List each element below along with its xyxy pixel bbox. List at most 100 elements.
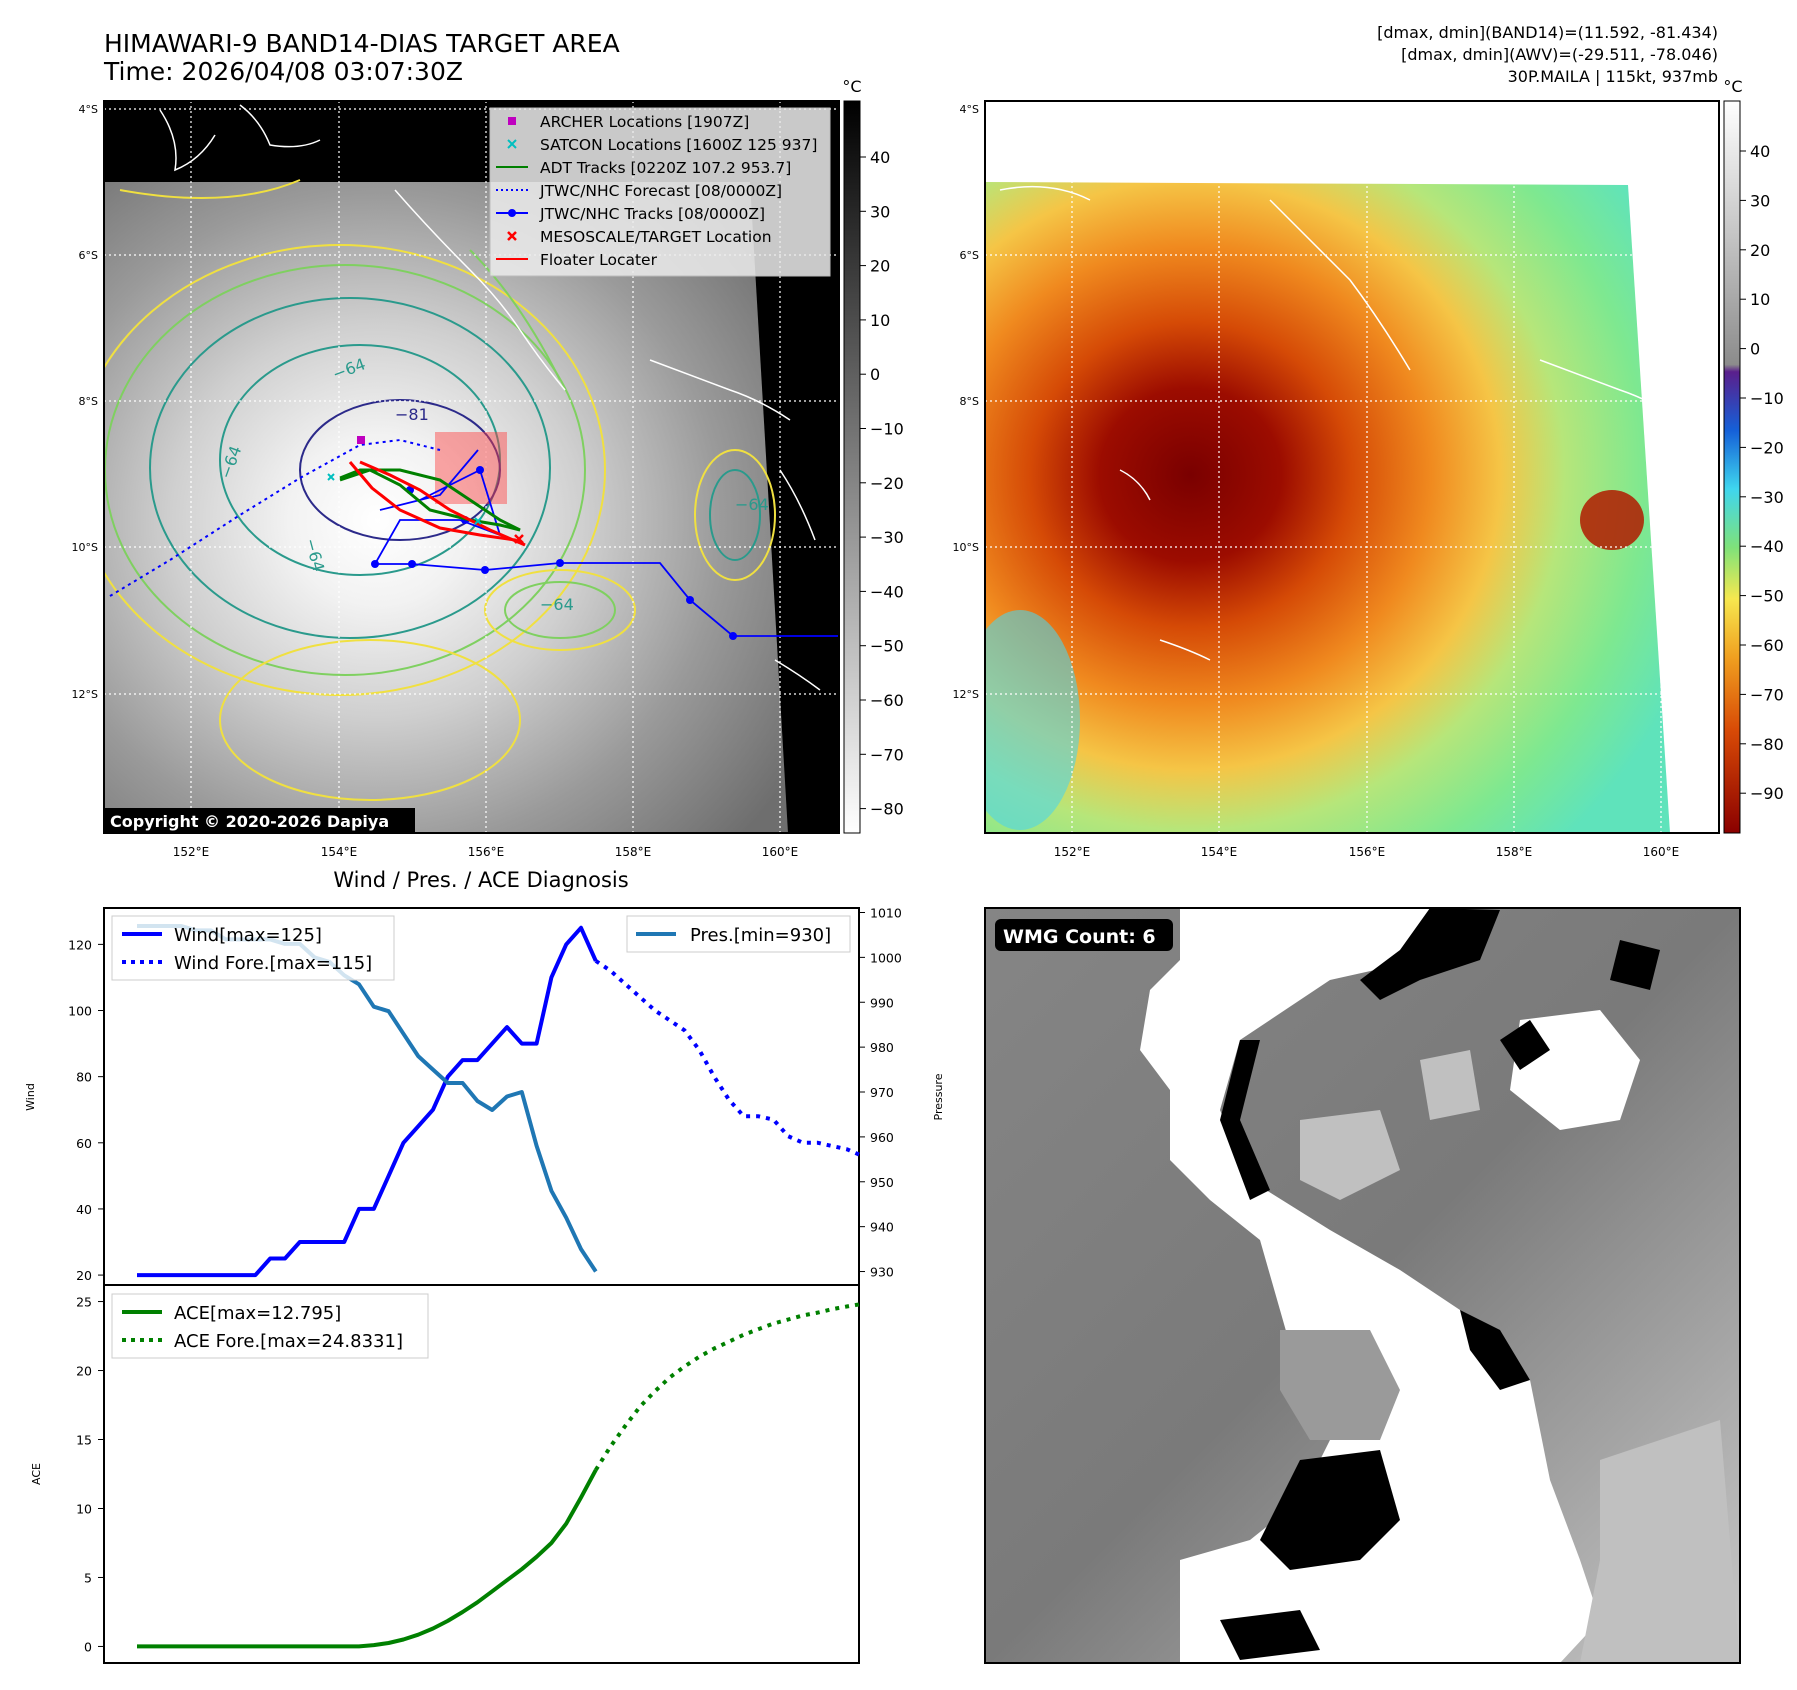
ir-map-frame [103, 100, 840, 834]
contour-label: −81 [395, 405, 429, 424]
ir-colorbar-unit: °C [842, 77, 861, 96]
legend-floater-label: Floater Locater [540, 251, 658, 269]
awv-colorbar-ticks: 40 30 20 10 0 −10 −20 −30 −40 −50 −60 −70 −80 −90 [1740, 142, 1784, 803]
lat-label: 12°S [953, 688, 979, 701]
lat-label: 6°S [79, 249, 98, 262]
awv-warm-patch [1580, 490, 1644, 550]
y2-tick-label: 960 [870, 1130, 894, 1145]
mesoscale-target-box [435, 432, 507, 504]
y-tick-label: 0 [84, 1639, 92, 1654]
awv-colorbar-unit: °C [1723, 77, 1742, 96]
archer-location [357, 436, 365, 444]
colorbar-tick-label: −40 [870, 582, 904, 601]
colorbar-tick-label: −30 [870, 528, 904, 547]
mesoscale-locations [514, 534, 524, 544]
contour-label: −64 [540, 595, 574, 614]
y-tick-label: 40 [76, 1202, 92, 1217]
colorbar-tick-label: −90 [1750, 784, 1784, 803]
colorbar-tick-label: −70 [870, 745, 904, 764]
wmg-black-regions [1220, 908, 1660, 1660]
stats-awv: [dmax, dmin](AWV)=(-29.511, -78.046) [1401, 45, 1718, 64]
awv-coastlines [999, 185, 1681, 661]
colorbar-tick-label: 40 [870, 148, 890, 167]
colorbar-tick-label: −40 [1750, 537, 1784, 556]
wind-y-ticks: 20 40 60 80 100 120 [68, 937, 104, 1283]
awv-gridlines [985, 101, 1719, 833]
jtwc-track-points [371, 466, 737, 640]
colorbar-tick-label: −70 [1750, 685, 1784, 704]
colorbar-tick-label: −80 [1750, 735, 1784, 754]
y-tick-label: 10 [76, 1501, 92, 1516]
wind-pressure-chart: 20 40 60 80 100 120 930 940 950 960 970 980 990 1000… [24, 905, 945, 1286]
wind-legend: Wind[max=125] Wind Fore.[max=115] [111, 915, 395, 981]
legend-archer-marker [508, 117, 516, 125]
y-tick-label: 120 [68, 937, 92, 952]
diagnosis-title: Wind / Pres. / ACE Diagnosis [333, 868, 628, 892]
ace-legend-label: ACE[max=12.795] [174, 1303, 341, 1324]
lon-label: 160°E [1643, 845, 1680, 859]
stats-band14: [dmax, dmin](BAND14)=(11.592, -81.434) [1377, 23, 1718, 42]
colorbar-tick-label: 30 [1750, 191, 1770, 210]
wmg-panel: WMG Count: 6 [985, 908, 1740, 1663]
colorbar-tick-label: 20 [870, 257, 890, 276]
legend-jtwc-track-label: JTWC/NHC Tracks [08/0000Z] [539, 205, 765, 223]
colorbar-tick-label: −50 [870, 637, 904, 656]
figure-time: Time: 2026/04/08 03:07:30Z [103, 57, 463, 86]
lat-label: 10°S [953, 541, 979, 554]
wind-legend-label: Wind[max=125] [174, 925, 322, 946]
lat-label: 6°S [960, 249, 979, 262]
copyright-notice: Copyright © 2020-2026 Dapiya [110, 812, 389, 831]
colorbar-tick-label: −20 [870, 474, 904, 493]
ace-chart: 0 5 10 15 20 25 ACE ACE[max=12.795] ACE Fore.… [30, 1284, 863, 1664]
colorbar-tick-label: −10 [870, 420, 904, 439]
legend-satcon-marker [507, 139, 517, 149]
ace-y-axis-label: ACE [30, 1463, 43, 1485]
ir-colorbar [843, 100, 861, 834]
y2-tick-label: 950 [870, 1175, 894, 1190]
legend-archer-label: ARCHER Locations [1907Z] [540, 113, 749, 131]
ace-series [137, 1468, 598, 1649]
ace-fore-legend-label: ACE Fore.[max=24.8331] [174, 1331, 403, 1352]
lon-label: 156°E [1349, 845, 1386, 859]
y2-tick-label: 1000 [870, 950, 902, 965]
y2-tick-label: 980 [870, 1040, 894, 1055]
lon-label: 152°E [1054, 845, 1091, 859]
awv-lat-labels: 4°S 6°S 8°S 10°S 12°S [953, 103, 979, 701]
ace-legend-box [111, 1293, 429, 1359]
y-tick-label: 20 [76, 1364, 92, 1379]
colorbar-tick-label: −80 [870, 800, 904, 819]
wind-y-axis-label: Wind [24, 1083, 37, 1111]
ace-y-ticks: 0 5 10 15 20 25 [76, 1295, 104, 1654]
ace-legend: ACE[max=12.795] ACE Fore.[max=24.8331] [111, 1293, 429, 1359]
colorbar-tick-label: 10 [1750, 290, 1770, 309]
colorbar-tick-label: −20 [1750, 438, 1784, 457]
lat-label: 4°S [960, 103, 979, 116]
colorbar-tick-label: −10 [1750, 389, 1784, 408]
awv-map-panel [985, 101, 1719, 833]
colorbar-tick-label: −50 [1750, 587, 1784, 606]
wmg-light-regions [1300, 1050, 1740, 1663]
y-tick-label: 15 [76, 1433, 92, 1448]
colorbar-tick-label: 30 [870, 202, 890, 221]
y-tick-label: 60 [76, 1136, 92, 1151]
lat-label: 4°S [79, 103, 98, 116]
lon-label: 152°E [173, 845, 210, 859]
wind-fore-legend-label: Wind Fore.[max=115] [174, 953, 372, 974]
wmg-frame [984, 907, 1741, 1664]
y-tick-label: 80 [76, 1070, 92, 1085]
lat-label: 12°S [72, 688, 98, 701]
map-legend: ARCHER Locations [1907Z] SATCON Location… [489, 107, 831, 277]
y-tick-label: 100 [68, 1004, 92, 1019]
wmg-count-label: WMG Count: 6 [1003, 926, 1156, 948]
wind-forecast-series [594, 959, 864, 1158]
ir-colorbar-ticks: 40 30 20 10 0 −10 −20 −30 −40 −50 −60 −70 −80 [860, 148, 904, 819]
wmg-count-badge [995, 919, 1173, 951]
colorbar-tick-label: 40 [1750, 142, 1770, 161]
colorbar-tick-label: −60 [870, 691, 904, 710]
lon-label: 154°E [1201, 845, 1238, 859]
lon-label: 156°E [468, 845, 505, 859]
y-tick-label: 20 [76, 1268, 92, 1283]
y2-tick-label: 970 [870, 1085, 894, 1100]
lat-label: 8°S [960, 395, 979, 408]
colorbar-tick-label: −60 [1750, 636, 1784, 655]
